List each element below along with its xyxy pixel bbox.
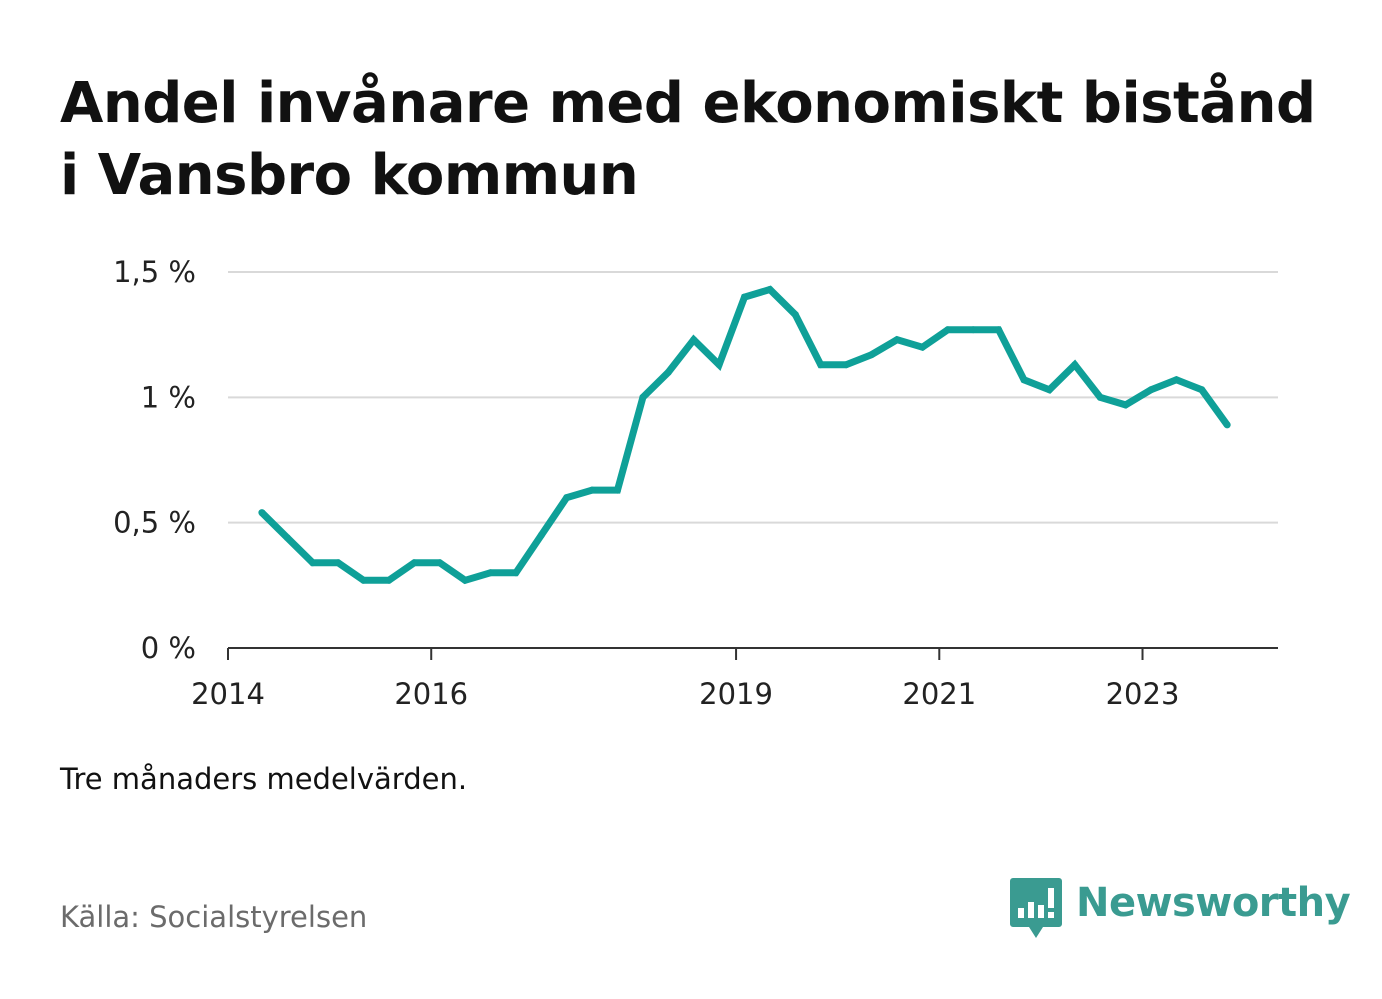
data-points xyxy=(258,286,1231,584)
data-point xyxy=(334,559,342,567)
data-point xyxy=(741,293,748,301)
data-point xyxy=(639,393,647,401)
data-point xyxy=(385,576,393,584)
data-point xyxy=(918,343,926,351)
data-point xyxy=(360,576,367,584)
data-point xyxy=(995,326,1003,334)
bar-chart-speech-bubble-icon xyxy=(1010,878,1062,938)
x-tick-label: 2019 xyxy=(699,677,773,711)
gridlines xyxy=(228,271,1278,524)
data-point xyxy=(969,326,977,334)
brand-logo: Newsworthy xyxy=(1010,878,1351,940)
line-chart: 0 % 0,5 % 1 % 1,5 % 2014 2016 2019 2021 2023 xyxy=(113,255,1278,711)
x-tick-label: 2023 xyxy=(1106,677,1180,711)
data-point xyxy=(1045,386,1053,394)
y-tick-label: 1 % xyxy=(141,380,196,414)
data-point xyxy=(1198,386,1206,394)
data-point xyxy=(1172,376,1180,384)
x-tick-label: 2014 xyxy=(191,677,265,711)
data-point xyxy=(614,486,621,494)
data-point xyxy=(842,361,850,369)
data-point xyxy=(487,569,494,577)
data-point xyxy=(1020,376,1028,384)
brand-name: Newsworthy xyxy=(1076,880,1351,926)
data-point xyxy=(715,361,723,369)
chart-title: Andel invånare med ekonomiskt bistånd i … xyxy=(60,71,1316,208)
data-point xyxy=(766,286,774,293)
source-credit: Källa: Socialstyrelsen xyxy=(60,900,368,934)
data-point xyxy=(512,569,520,577)
data-point xyxy=(944,326,952,334)
data-point xyxy=(791,311,799,319)
data-point xyxy=(588,486,596,494)
data-point xyxy=(690,336,698,344)
data-point xyxy=(1096,393,1104,401)
data-point xyxy=(893,336,901,344)
data-point xyxy=(868,351,875,359)
data-point xyxy=(1223,421,1231,429)
y-tick-label: 0 % xyxy=(141,631,196,665)
data-point xyxy=(537,531,545,539)
data-point xyxy=(563,494,571,502)
chart-note: Tre månaders medelvärden. xyxy=(60,762,468,796)
x-tick-label: 2016 xyxy=(394,677,468,711)
data-point xyxy=(817,361,825,369)
data-point xyxy=(664,368,672,376)
series-line xyxy=(259,285,1231,585)
y-tick-label: 0,5 % xyxy=(113,506,196,540)
y-tick-label: 1,5 % xyxy=(113,255,196,289)
axes: 0 % 0,5 % 1 % 1,5 % 2014 2016 2019 2021 2023 xyxy=(113,255,1278,711)
data-point xyxy=(461,576,469,584)
data-point xyxy=(258,509,266,517)
data-point xyxy=(283,534,291,542)
data-point xyxy=(436,559,444,567)
data-point xyxy=(1122,401,1130,409)
data-point xyxy=(1147,386,1155,394)
x-tick-label: 2021 xyxy=(902,677,976,711)
data-point xyxy=(309,559,317,567)
data-point xyxy=(1071,361,1079,369)
series-layer xyxy=(259,285,1231,585)
data-point xyxy=(410,559,418,567)
